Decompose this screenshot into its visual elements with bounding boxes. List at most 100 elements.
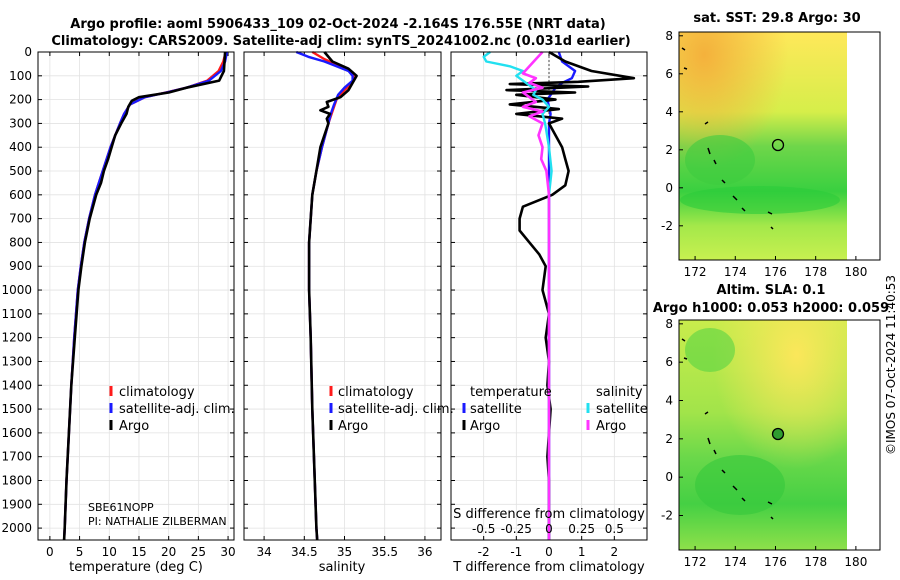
sla-low-patch-north <box>685 328 735 372</box>
sla-map-frame <box>678 319 881 551</box>
map-y-tick-label: 8 <box>665 29 673 43</box>
s-tick-label: -0.5 <box>472 522 495 536</box>
map-x-tick-label: 174 <box>724 265 747 279</box>
series-argo-line <box>307 51 358 541</box>
map-x-tick-label: 176 <box>764 265 787 279</box>
y-tick-label: 200 <box>9 93 32 107</box>
series-satellite-t-line <box>546 51 577 540</box>
legend-label-satellite: satellite-adj. clim. <box>119 402 235 417</box>
map-y-tick-label: 2 <box>665 143 673 157</box>
x-tick-label: 0 <box>545 545 553 559</box>
map-x-tick-label: 180 <box>844 555 867 569</box>
salinity-panel: 34 34.5 35 35.5 36 salinity climatology sate… <box>243 50 454 575</box>
y-tick-label: 1000 <box>1 283 32 297</box>
salinity-axes-frame <box>243 51 442 541</box>
map-x-tick-label: 174 <box>724 555 747 569</box>
sla-map-panel: Altim. SLA: 0.1 Argo h1000: 0.053 h2000:… <box>653 283 889 569</box>
map-y-tick-label: -2 <box>661 509 673 523</box>
s-tick-label: -0.25 <box>501 522 532 536</box>
x-tick-label: 34 <box>256 545 271 559</box>
x-tick-label: 25 <box>191 545 206 559</box>
t-difference-xlabel: T difference from climatology <box>452 560 645 575</box>
x-tick-label: 30 <box>220 545 235 559</box>
y-tick-label: 1200 <box>1 331 32 345</box>
x-tick-label: 36 <box>417 545 432 559</box>
map-x-tick-label: 178 <box>804 555 827 569</box>
legend-title-salinity: salinity <box>596 385 643 400</box>
s-difference-label: S difference from climatology <box>453 507 645 522</box>
legend-label-t-satellite: satellite <box>470 402 522 417</box>
map-y-tick-label: 8 <box>665 317 673 331</box>
map-y-tick-label: 0 <box>665 470 673 484</box>
sst-map-frame <box>678 31 881 261</box>
x-tick-label: 35.5 <box>371 545 398 559</box>
legend-label-argo: Argo <box>119 419 149 434</box>
legend-label-satellite: satellite-adj. clim. <box>338 402 454 417</box>
legend-label-t-argo: Argo <box>470 419 500 434</box>
series-satellite-line <box>62 51 229 541</box>
legend-label-s-argo: Argo <box>596 419 626 434</box>
legend-title-temperature: temperature <box>470 385 552 400</box>
y-tick-label: 300 <box>9 116 32 130</box>
map-y-tick-label: 2 <box>665 432 673 446</box>
s-tick-label: 0 <box>545 522 553 536</box>
x-tick-label: 1 <box>578 545 586 559</box>
sst-islands <box>681 47 774 230</box>
map-y-tick-label: 4 <box>665 105 673 119</box>
sst-cool-patch <box>685 135 755 185</box>
y-tick-label: 1900 <box>1 497 32 511</box>
series-climatology-line <box>62 51 227 541</box>
y-tick-label: 800 <box>9 235 32 249</box>
series-argo-t-line <box>505 50 636 540</box>
pi-annotation: PI: NATHALIE ZILBERMAN <box>88 515 227 528</box>
sla-islands <box>681 338 774 520</box>
y-tick-label: 1800 <box>1 473 32 487</box>
figure-title-line1: Argo profile: aoml 5906433_109 02-Oct-20… <box>70 17 605 32</box>
salinity-legend: climatology satellite-adj. clim. Argo <box>329 385 454 434</box>
y-tick-label: 900 <box>9 259 32 273</box>
map-y-tick-label: -2 <box>661 219 673 233</box>
temperature-legend: climatology satellite-adj. clim. Argo <box>109 385 235 434</box>
legend-label-s-satellite: satellite <box>596 402 648 417</box>
s-tick-label: 0.5 <box>605 522 624 536</box>
sla-map-title-line1: Altim. SLA: 0.1 <box>717 283 826 298</box>
s-tick-label: 0.25 <box>568 522 595 536</box>
y-tick-label: 1300 <box>1 354 32 368</box>
sst-argo-marker <box>771 138 785 152</box>
salinity-xlabel: salinity <box>319 560 366 575</box>
series-climatology-line <box>307 50 356 541</box>
y-tick-label: 700 <box>9 212 32 226</box>
y-tick-label: 1500 <box>1 402 32 416</box>
x-tick-label: 10 <box>102 545 117 559</box>
y-tick-label: 1700 <box>1 450 32 464</box>
x-tick-label: -2 <box>478 545 490 559</box>
x-tick-label: 0 <box>46 545 54 559</box>
y-tick-label: 500 <box>9 164 32 178</box>
timestamp-label: ©IMOS 07-Oct-2024 11:40:53 <box>884 275 898 455</box>
map-x-tick-label: 172 <box>684 265 707 279</box>
map-y-tick-label: 0 <box>665 181 673 195</box>
difference-axes-frame <box>450 51 648 541</box>
map-x-tick-label: 178 <box>804 265 827 279</box>
y-tick-label: 100 <box>9 69 32 83</box>
sst-map-panel: sat. SST: 29.8 Argo: 30 <box>661 11 881 279</box>
temperature-axes-frame <box>37 51 235 541</box>
map-x-tick-label: 172 <box>684 555 707 569</box>
y-tick-label: 2000 <box>1 521 32 535</box>
map-y-tick-label: 6 <box>665 355 673 369</box>
figure-title-line2: Climatology: CARS2009. Satellite-adj cli… <box>51 34 630 49</box>
x-tick-label: 34.5 <box>291 545 318 559</box>
legend-label-climatology: climatology <box>119 385 195 400</box>
series-argo-line <box>62 51 227 541</box>
sla-map-title-line2: Argo h1000: 0.053 h2000: 0.059 <box>653 301 889 316</box>
legend-label-argo: Argo <box>338 419 368 434</box>
map-x-tick-label: 180 <box>844 265 867 279</box>
temperature-panel: 0 5 10 15 20 25 30 0 100 200 300 400 500 600 700 800 90… <box>1 45 235 575</box>
x-tick-label: 2 <box>611 545 619 559</box>
sla-argo-marker <box>771 427 785 441</box>
x-tick-label: 5 <box>76 545 84 559</box>
x-tick-label: 15 <box>131 545 146 559</box>
sensor-annotation: SBE61NOPP <box>88 501 154 514</box>
map-y-tick-label: 6 <box>665 67 673 81</box>
